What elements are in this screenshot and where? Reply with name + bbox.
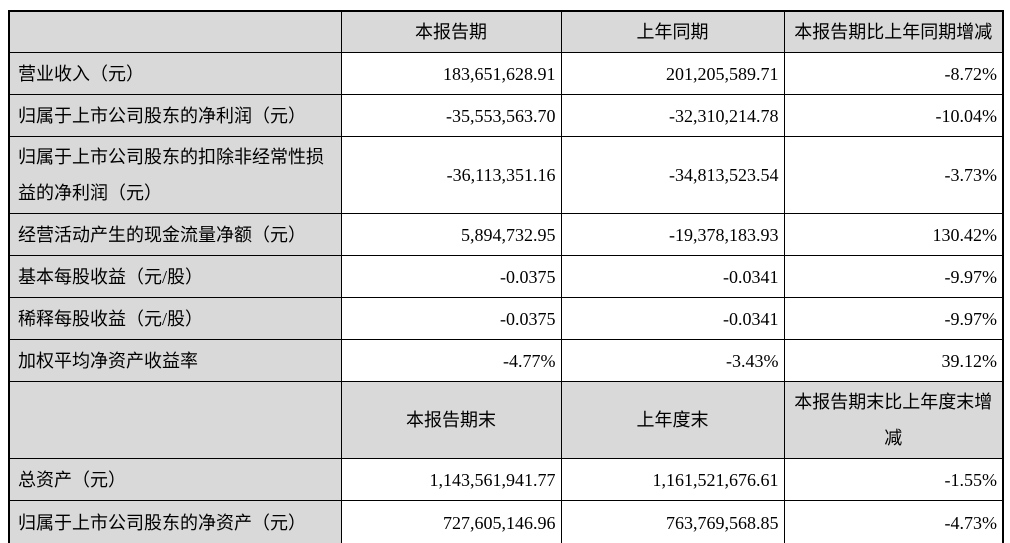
current-period-value: -36,113,351.16	[340, 136, 562, 214]
prior-period-value: -34,813,523.54	[560, 136, 785, 214]
current-period-end-value: 727,605,146.96	[340, 500, 562, 543]
prior-period-value: -0.0341	[560, 255, 785, 298]
key-financials-table: 本报告期 上年同期 本报告期比上年同期增减 营业收入（元） 183,651,62…	[8, 10, 1004, 543]
period-end-header-change: 本报告期末比上年度末增减	[783, 381, 1004, 459]
change-value: -8.72%	[783, 52, 1004, 95]
change-value: 39.12%	[783, 339, 1004, 382]
table-row-weighted-avg-roe: 加权平均净资产收益率 -4.77% -3.43% 39.12%	[8, 339, 1004, 382]
table-row-diluted-eps: 稀释每股收益（元/股） -0.0375 -0.0341 -9.97%	[8, 297, 1004, 340]
period-header-current: 本报告期	[340, 10, 562, 53]
table-row-net-profit: 归属于上市公司股东的净利润（元） -35,553,563.70 -32,310,…	[8, 94, 1004, 137]
row-label: 归属于上市公司股东的净资产（元）	[8, 500, 342, 543]
period-end-header-prior: 上年度末	[560, 381, 785, 459]
period-end-header-empty-cell	[8, 381, 342, 459]
current-period-value: -0.0375	[340, 255, 562, 298]
current-period-value: -4.77%	[340, 339, 562, 382]
table-row-net-assets: 归属于上市公司股东的净资产（元） 727,605,146.96 763,769,…	[8, 500, 1004, 543]
change-value: -10.04%	[783, 94, 1004, 137]
prior-period-value: -0.0341	[560, 297, 785, 340]
row-label: 基本每股收益（元/股）	[8, 255, 342, 298]
prior-period-value: 201,205,589.71	[560, 52, 785, 95]
table-row-revenue: 营业收入（元） 183,651,628.91 201,205,589.71 -8…	[8, 52, 1004, 95]
prior-period-value: -19,378,183.93	[560, 213, 785, 256]
period-header-row: 本报告期 上年同期 本报告期比上年同期增减	[8, 10, 1004, 53]
table-row-net-profit-excl-nonrecurring: 归属于上市公司股东的扣除非经常性损益的净利润（元） -36,113,351.16…	[8, 136, 1004, 214]
change-value: -3.73%	[783, 136, 1004, 214]
change-value: -1.55%	[783, 458, 1004, 501]
current-period-value: 183,651,628.91	[340, 52, 562, 95]
row-label: 归属于上市公司股东的净利润（元）	[8, 94, 342, 137]
row-label: 加权平均净资产收益率	[8, 339, 342, 382]
table-row-basic-eps: 基本每股收益（元/股） -0.0375 -0.0341 -9.97%	[8, 255, 1004, 298]
current-period-value: 5,894,732.95	[340, 213, 562, 256]
table-row-operating-cash-flow: 经营活动产生的现金流量净额（元） 5,894,732.95 -19,378,18…	[8, 213, 1004, 256]
prior-year-end-value: 1,161,521,676.61	[560, 458, 785, 501]
current-period-end-value: 1,143,561,941.77	[340, 458, 562, 501]
current-period-value: -35,553,563.70	[340, 94, 562, 137]
row-label: 稀释每股收益（元/股）	[8, 297, 342, 340]
current-period-value: -0.0375	[340, 297, 562, 340]
period-end-header-current: 本报告期末	[340, 381, 562, 459]
prior-year-end-value: 763,769,568.85	[560, 500, 785, 543]
change-value: -9.97%	[783, 255, 1004, 298]
period-header-change: 本报告期比上年同期增减	[783, 10, 1004, 53]
row-label: 归属于上市公司股东的扣除非经常性损益的净利润（元）	[8, 136, 342, 214]
period-header-empty-cell	[8, 10, 342, 53]
row-label: 经营活动产生的现金流量净额（元）	[8, 213, 342, 256]
change-value: -9.97%	[783, 297, 1004, 340]
prior-period-value: -3.43%	[560, 339, 785, 382]
change-value: -4.73%	[783, 500, 1004, 543]
change-value: 130.42%	[783, 213, 1004, 256]
row-label: 总资产（元）	[8, 458, 342, 501]
row-label: 营业收入（元）	[8, 52, 342, 95]
prior-period-value: -32,310,214.78	[560, 94, 785, 137]
table-row-total-assets: 总资产（元） 1,143,561,941.77 1,161,521,676.61…	[8, 458, 1004, 501]
period-header-prior: 上年同期	[560, 10, 785, 53]
period-end-header-row: 本报告期末 上年度末 本报告期末比上年度末增减	[8, 381, 1004, 459]
